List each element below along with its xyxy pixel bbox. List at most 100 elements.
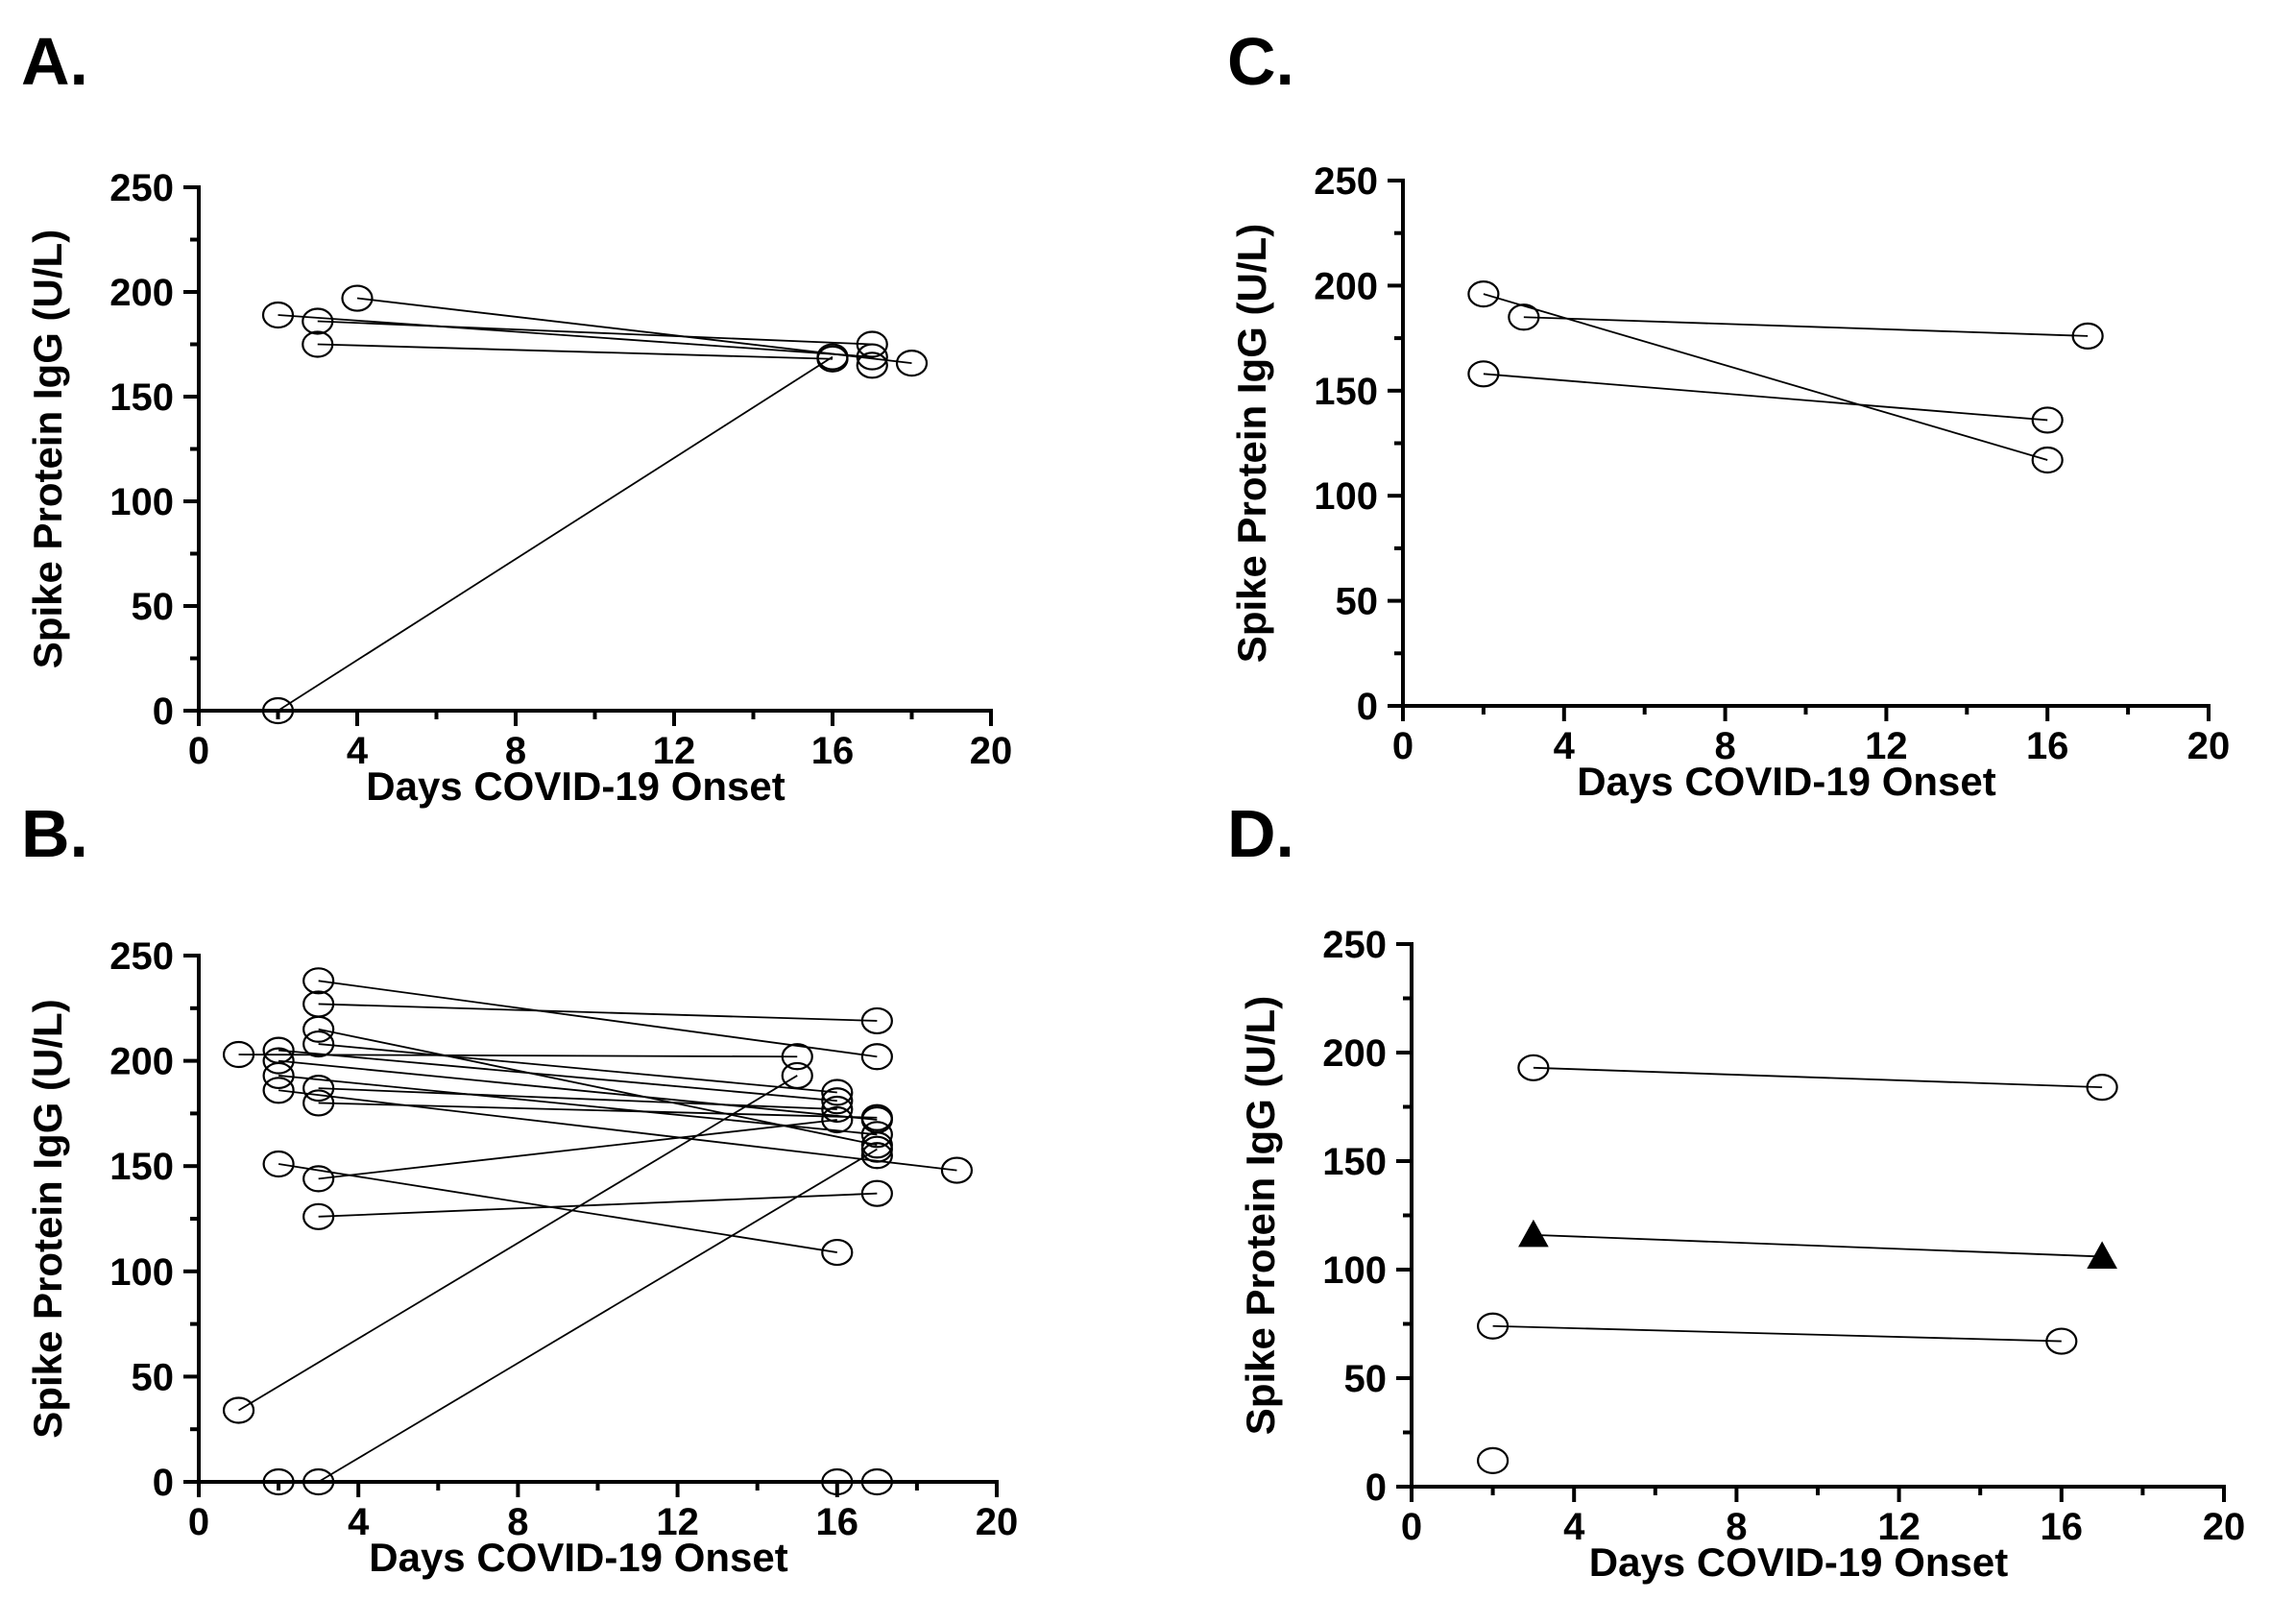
series-D3: [1476, 1312, 2078, 1355]
data-point-circle: [821, 1105, 854, 1134]
series-B16: [302, 1135, 893, 1496]
y-tick-label: 200: [1314, 265, 1378, 307]
series-A5: [261, 343, 849, 725]
y-tick-label: 200: [109, 1041, 174, 1083]
y-tick-label: 50: [1344, 1358, 1388, 1400]
series-line: [238, 1075, 798, 1412]
x-tick-label: 4: [348, 1501, 370, 1543]
series-B13: [302, 1179, 893, 1230]
data-point-circle: [821, 1467, 854, 1496]
data-point-circle: [262, 1047, 295, 1075]
y-axis-title: Spike Protein IgG (U/L): [1238, 996, 1283, 1435]
series-B17: [262, 1467, 295, 1496]
series-B8: [262, 1061, 893, 1149]
data-point-circle: [262, 1150, 295, 1178]
y-tick-label: 100: [109, 1251, 174, 1294]
y-tick-label: 0: [1357, 686, 1378, 728]
y-tick-label: 250: [1322, 924, 1387, 966]
data-point-circle: [781, 1043, 813, 1071]
data-point-circle: [2031, 446, 2064, 474]
x-tick-label: 20: [2187, 725, 2231, 767]
data-point-circle: [856, 351, 888, 379]
data-point-triangle: [1518, 1219, 1549, 1248]
y-tick-label: 0: [153, 1462, 174, 1504]
series-line: [318, 980, 878, 1058]
y-tick-label: 150: [109, 376, 174, 419]
series-A6: [856, 351, 888, 379]
data-point-circle: [1508, 303, 1540, 331]
series-line: [1523, 316, 2089, 337]
data-point-circle: [1476, 1312, 1510, 1340]
data-point-circle: [262, 1077, 295, 1104]
y-tick-label: 200: [1322, 1032, 1387, 1075]
x-tick-label: 8: [1714, 725, 1735, 767]
data-point-circle: [261, 696, 295, 725]
y-tick-label: 250: [1314, 160, 1378, 203]
data-point-circle: [302, 307, 334, 335]
series-line: [318, 1192, 878, 1218]
x-tick-label: 4: [347, 730, 369, 772]
data-point-circle: [2086, 1074, 2118, 1102]
series-C3: [1467, 360, 2064, 434]
data-point-circle: [302, 967, 335, 995]
y-tick-label: 150: [1322, 1141, 1387, 1183]
x-tick-label: 16: [811, 730, 855, 772]
series-B19: [860, 1467, 893, 1496]
x-tick-label: 16: [2026, 725, 2069, 767]
series-line: [278, 355, 834, 712]
x-tick-label: 4: [1554, 725, 1576, 767]
panel-letter: A.: [21, 24, 88, 99]
x-tick-label: 0: [1401, 1506, 1422, 1548]
series-line: [318, 1102, 878, 1119]
data-point-circle: [821, 1079, 854, 1106]
series-A1: [261, 301, 888, 371]
data-point-triangle: [2087, 1241, 2117, 1269]
data-point-circle: [261, 301, 295, 329]
panel-letter: C.: [1227, 24, 1294, 99]
series-B11: [302, 1089, 893, 1131]
panel-c: C. 0 50 100 150 200 250 0 4 8 12 16 20 Days COVID-19 …: [1227, 24, 2230, 804]
series-line: [1483, 373, 2048, 422]
series-B2: [302, 990, 893, 1035]
series-line: [278, 1075, 878, 1136]
series-B15: [222, 1061, 813, 1424]
series-line: [318, 1003, 878, 1022]
x-tick-label: 4: [1563, 1506, 1585, 1548]
y-tick-label: 100: [1322, 1249, 1387, 1292]
series-B18: [821, 1467, 854, 1496]
y-axis-title: Spike Protein IgG (U/L): [25, 230, 70, 668]
y-tick-label: 50: [1336, 581, 1379, 623]
series-line: [1483, 293, 2048, 461]
series-A3: [302, 330, 849, 373]
x-tick-label: 20: [2203, 1506, 2246, 1548]
x-axis-title: Days COVID-19 Onset: [1589, 1539, 2009, 1585]
data-point-circle: [2071, 322, 2104, 351]
series-line: [278, 1049, 837, 1103]
data-point-circle: [940, 1156, 974, 1184]
y-tick-label: 100: [109, 481, 174, 523]
y-tick-label: 50: [132, 586, 175, 628]
x-axis-title: Days COVID-19 Onset: [366, 764, 785, 809]
data-point-circle: [860, 1142, 893, 1170]
y-tick-label: 250: [109, 935, 174, 978]
x-tick-label: 0: [1392, 725, 1413, 767]
series-B5: [222, 1040, 813, 1071]
x-tick-label: 20: [976, 1501, 1019, 1543]
series-D2: [1518, 1219, 2117, 1269]
series-A4: [341, 284, 929, 377]
series-line: [318, 1119, 837, 1180]
series-B20: [860, 1142, 893, 1170]
data-point-circle: [860, 1121, 893, 1149]
data-point-circle: [856, 330, 888, 358]
series-line: [278, 1089, 957, 1172]
x-tick-label: 0: [188, 730, 209, 772]
y-tick-label: 200: [109, 272, 174, 314]
series-line: [1533, 1066, 2103, 1089]
data-point-circle: [341, 284, 374, 312]
series-line: [318, 1043, 837, 1094]
series-D1: [1517, 1054, 2118, 1102]
series-line: [278, 1059, 878, 1121]
y-tick-label: 0: [153, 691, 174, 733]
x-tick-label: 8: [507, 1501, 528, 1543]
panel-d: D. 0 50 100 150 200 250 0 4 8 12 16 20 Days COVID-19 …: [1227, 796, 2245, 1585]
